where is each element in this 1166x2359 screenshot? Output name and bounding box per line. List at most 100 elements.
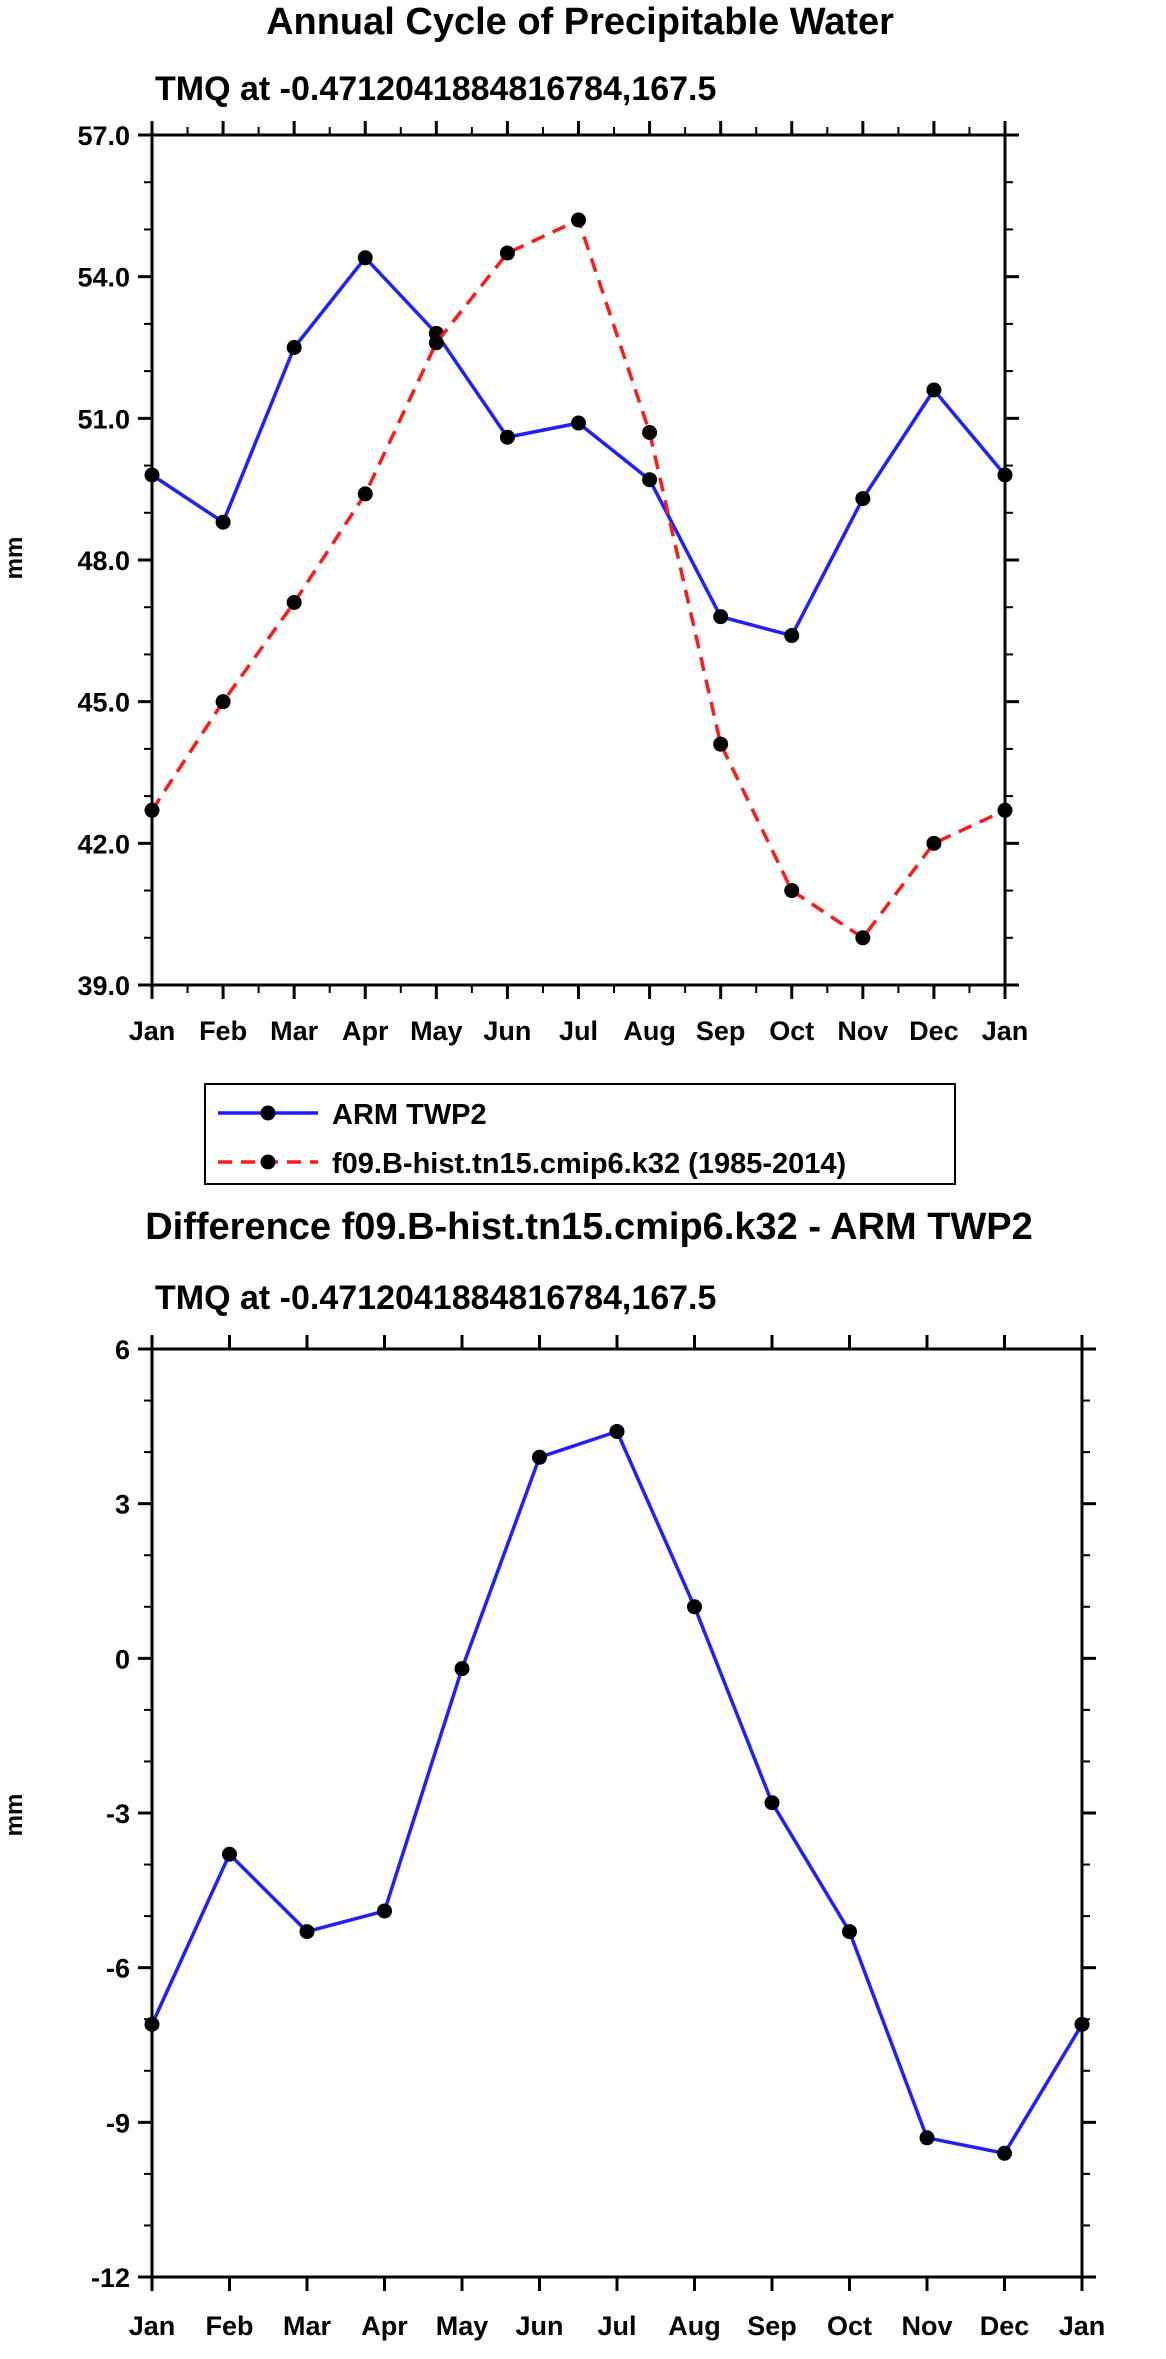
x-tick-label-jan: Jan [982, 1016, 1029, 1046]
data-point-difference-feb [222, 1846, 237, 1862]
chart-difference: Difference f09.B-hist.tn15.cmip6.k32 - A… [1, 1206, 1105, 2341]
x-tick-label-feb: Feb [199, 1016, 247, 1046]
x-tick-label-dec: Dec [909, 1016, 959, 1046]
data-point-arm-twp2-feb [215, 514, 231, 530]
data-point-difference-may [454, 1661, 470, 1677]
data-point-difference-mar [299, 1924, 315, 1940]
x-tick-label-jul: Jul [559, 1016, 598, 1046]
chart1-x-tick-labels: Jan Feb Mar Apr May Jun Jul Aug Sep Oct Nov Dec Jan [129, 1016, 1029, 1046]
x-tick-label-feb: Feb [205, 2311, 253, 2341]
x-tick-label-jun: Jun [483, 1016, 531, 1046]
x-tick-label-apr: Apr [342, 1016, 389, 1046]
y-tick-label: 54.0 [77, 263, 130, 293]
x-tick-label-aug: Aug [668, 2311, 720, 2341]
data-point-difference-sep [764, 1795, 780, 1811]
data-point-difference-oct [842, 1924, 857, 1940]
data-point-difference-apr [377, 1903, 392, 1919]
y-tick-label: 6 [115, 1335, 130, 1365]
data-point-f09-b-hist-tn15-cmip6-k32-1985-2014-nov [855, 930, 871, 946]
x-tick-label-mar: Mar [283, 2311, 332, 2341]
data-point-f09-b-hist-tn15-cmip6-k32-1985-2014-jul [571, 212, 586, 228]
data-point-f09-b-hist-tn15-cmip6-k32-1985-2014-aug [642, 425, 658, 440]
chart1-y-tick-labels: 39.0 42.0 45.0 48.0 51.0 54.0 57.0 [77, 121, 130, 1001]
chart1-plot-frame [150, 133, 1007, 987]
chart2-title: Difference f09.B-hist.tn15.cmip6.k32 - A… [145, 1206, 1033, 1248]
chart1-title: Annual Cycle of Precipitable Water [266, 1, 894, 43]
y-tick-label: 48.0 [77, 546, 130, 576]
x-tick-label-jan: Jan [1059, 2311, 1106, 2341]
x-tick-label-apr: Apr [361, 2311, 408, 2341]
y-tick-label: 45.0 [77, 688, 130, 718]
data-point-difference-jul [609, 1423, 625, 1439]
x-tick-label-oct: Oct [827, 2311, 872, 2341]
chart2-series [144, 1423, 1090, 2161]
data-point-difference-aug [687, 1599, 702, 1615]
legend-label-model: f09.B-hist.tn15.cmip6.k32 (1985-2014) [332, 1148, 846, 1180]
data-point-f09-b-hist-tn15-cmip6-k32-1985-2014-mar [286, 595, 302, 610]
data-point-difference-nov [919, 2130, 935, 2146]
chart2-x-tick-labels: Jan Feb Mar Apr May Jun Jul Aug Sep Oct Nov Dec Jan [129, 2311, 1106, 2341]
data-point-f09-b-hist-tn15-cmip6-k32-1985-2014-may [428, 335, 444, 351]
chart2-axis-ticks [138, 1335, 1096, 2291]
data-point-arm-twp2-jun [499, 429, 515, 445]
data-point-f09-b-hist-tn15-cmip6-k32-1985-2014-jun [499, 245, 515, 261]
y-tick-label: -12 [91, 2263, 130, 2293]
x-tick-label-jun: Jun [515, 2311, 563, 2341]
legend-box [204, 1083, 956, 1185]
data-point-arm-twp2-jul [571, 415, 586, 431]
legend-marker-arm-twp2 [260, 1105, 276, 1121]
data-point-arm-twp2-dec [926, 382, 942, 398]
y-tick-label: 57.0 [77, 121, 130, 151]
data-point-f09-b-hist-tn15-cmip6-k32-1985-2014-sep [713, 736, 729, 752]
y-tick-label: -3 [106, 1799, 130, 1829]
data-point-arm-twp2-aug [642, 472, 658, 488]
legend-marker-model [260, 1154, 276, 1170]
x-tick-label-dec: Dec [980, 2311, 1030, 2341]
chart1-legend: ARM TWP2 f09.B-hist.tn15.cmip6.k32 (1985… [204, 1083, 956, 1185]
x-tick-label-may: May [436, 2311, 489, 2341]
legend-label-arm-twp2: ARM TWP2 [332, 1099, 487, 1131]
x-tick-label-nov: Nov [837, 1016, 888, 1046]
data-point-arm-twp2-mar [286, 340, 302, 355]
data-point-arm-twp2-apr [357, 250, 373, 266]
series-line-difference [150, 1429, 1084, 2156]
chart2-y-tick-labels: -12 -9 -6 -3 0 3 6 [91, 1335, 130, 2293]
series-line-f09-b-hist-tn15-cmip6-k32-1985-2014 [150, 218, 1006, 940]
chart2-subtitle: TMQ at -0.4712041884816784,167.5 [155, 1279, 716, 1317]
x-tick-label-mar: Mar [270, 1016, 319, 1046]
x-tick-label-jul: Jul [597, 2311, 636, 2341]
chart-annual-cycle: Annual Cycle of Precipitable Water TMQ a… [1, 1, 1028, 1046]
data-point-arm-twp2-sep [713, 609, 729, 625]
chart1-ylabel: mm [1, 537, 28, 580]
x-tick-label-aug: Aug [623, 1016, 675, 1046]
chart2-plot-frame [150, 1347, 1084, 2279]
chart1-axis-ticks [138, 121, 1019, 999]
y-tick-label: 51.0 [77, 404, 130, 434]
data-point-f09-b-hist-tn15-cmip6-k32-1985-2014-apr [357, 486, 373, 502]
x-tick-label-oct: Oct [769, 1016, 814, 1046]
y-tick-label: 42.0 [77, 829, 130, 859]
x-tick-label-nov: Nov [901, 2311, 952, 2341]
y-tick-label: -6 [106, 1954, 130, 1984]
data-point-arm-twp2-nov [855, 491, 871, 507]
data-point-f09-b-hist-tn15-cmip6-k32-1985-2014-dec [926, 835, 942, 851]
chart2-ylabel: mm [1, 1794, 28, 1837]
data-point-f09-b-hist-tn15-cmip6-k32-1985-2014-feb [215, 694, 231, 710]
data-point-f09-b-hist-tn15-cmip6-k32-1985-2014-oct [784, 883, 800, 899]
chart1-subtitle: TMQ at -0.4712041884816784,167.5 [155, 70, 716, 108]
legend-entry-model: f09.B-hist.tn15.cmip6.k32 (1985-2014) [218, 1148, 846, 1180]
y-tick-label: 0 [115, 1644, 130, 1674]
legend-entry-arm-twp2: ARM TWP2 [218, 1099, 487, 1131]
data-point-difference-jun [532, 1449, 547, 1465]
y-tick-label: 3 [115, 1490, 130, 1520]
y-tick-label: 39.0 [77, 971, 130, 1001]
x-tick-label-sep: Sep [747, 2311, 797, 2341]
x-tick-label-sep: Sep [696, 1016, 746, 1046]
x-tick-label-may: May [410, 1016, 463, 1046]
series-line-arm-twp2 [151, 256, 1007, 638]
data-point-difference-dec [997, 2145, 1012, 2161]
x-tick-label-jan: Jan [129, 1016, 176, 1046]
chart1-series [144, 212, 1013, 946]
data-point-arm-twp2-oct [784, 628, 800, 644]
